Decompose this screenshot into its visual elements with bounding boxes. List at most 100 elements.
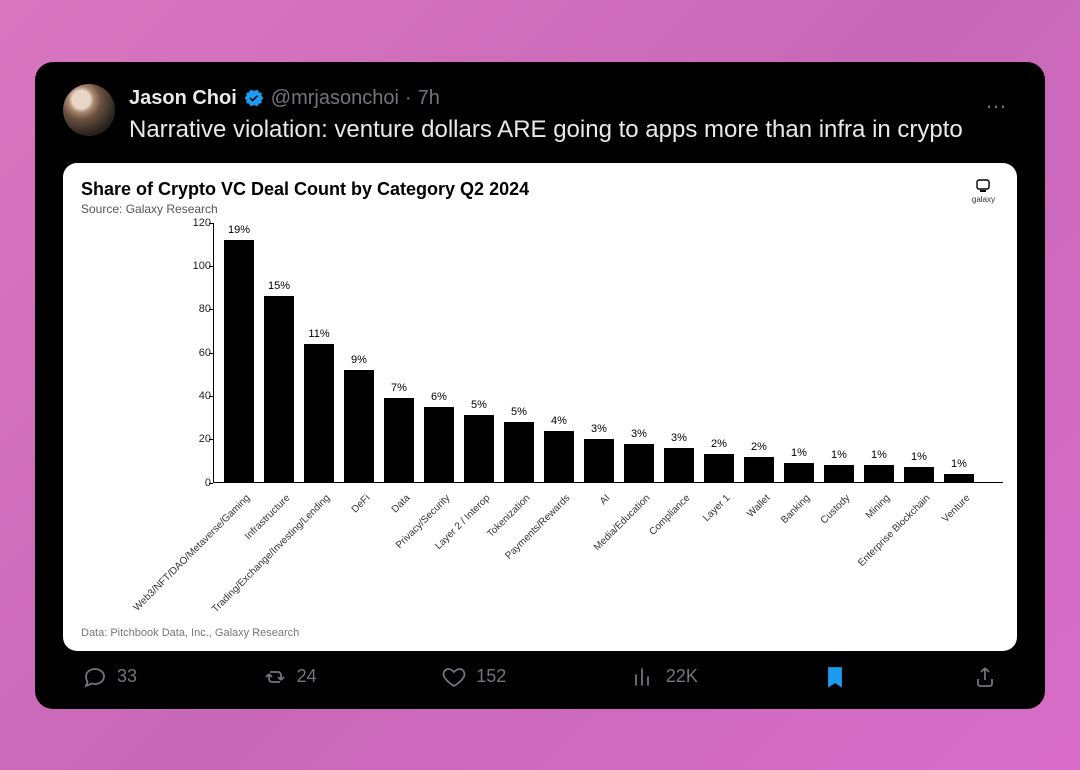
bar [504,422,534,483]
bar-pct-label: 5% [511,406,527,418]
share-button[interactable] [973,665,997,689]
bar [424,407,454,483]
bar-pct-label: 1% [951,458,967,470]
y-tick-mark [209,396,213,397]
chart-plot: 020406080100120 19%Web3/NFT/DAO/Metavers… [213,223,1003,483]
chart-card: Share of Crypto VC Deal Count by Categor… [63,163,1017,651]
chart-subtitle: Source: Galaxy Research [81,202,999,216]
y-tick-mark [209,353,213,354]
bar [224,240,254,483]
retweet-icon [263,665,287,689]
chart-footnote: Data: Pitchbook Data, Inc., Galaxy Resea… [81,627,299,639]
views-icon [632,665,656,689]
handle[interactable]: @mrjasonchoi [271,86,399,110]
bar [624,444,654,483]
bookmark-icon [823,665,847,689]
bar-slot: 3%Media/Education [619,223,659,483]
bar-category-label: Mining [864,492,893,521]
y-tick-label: 120 [177,217,211,229]
y-tick-mark [209,223,213,224]
bar-category-label: AI [598,492,612,506]
avatar[interactable] [63,84,115,136]
bar-slot: 1%Mining [859,223,899,483]
bar-slot: 11%Trading/Exchange/Investing/Lending [299,223,339,483]
action-bar: 33 24 152 22K [63,651,1017,691]
y-tick-label: 20 [177,433,211,445]
bar-slot: 1%Enterprise Blockchain [899,223,939,483]
y-tick-label: 80 [177,303,211,315]
bars-container: 19%Web3/NFT/DAO/Metaverse/Gaming15%Infra… [213,223,1003,483]
bar [264,296,294,482]
display-name[interactable]: Jason Choi [129,86,237,110]
bar-slot: 19%Web3/NFT/DAO/Metaverse/Gaming [219,223,259,483]
view-count: 22K [666,666,698,687]
bar-pct-label: 1% [911,451,927,463]
reply-button[interactable]: 33 [83,665,137,689]
bar [824,465,854,482]
bar-category-label: Enterprise Blockchain [856,492,932,568]
bar-slot: 7%Data [379,223,419,483]
bar-category-label: Custody [819,492,853,526]
bar-slot: 5%Tokenization [499,223,539,483]
bookmark-button[interactable] [823,665,847,689]
bar [944,474,974,483]
separator-dot: · [405,86,412,110]
bar [704,454,734,482]
bar [904,467,934,482]
galaxy-logo-text: galaxy [972,195,995,204]
bar [304,344,334,483]
tweet-text: Narrative violation: venture dollars ARE… [129,114,963,145]
bar-pct-label: 5% [471,399,487,411]
y-tick-label: 60 [177,347,211,359]
like-button[interactable]: 152 [442,665,506,689]
bar-category-label: Venture [940,492,972,524]
bar [384,398,414,483]
bar-pct-label: 6% [431,391,447,403]
bar-category-label: Compliance [647,492,692,537]
y-tick-mark [209,309,213,310]
bar-slot: 3%Compliance [659,223,699,483]
bar-slot: 1%Venture [939,223,979,483]
name-line: Jason Choi @mrjasonchoi · 7h [129,86,963,110]
galaxy-logo: galaxy [972,179,995,204]
bar-pct-label: 15% [268,280,290,292]
bar-pct-label: 2% [751,441,767,453]
bar-pct-label: 1% [831,449,847,461]
like-icon [442,665,466,689]
tweet-card: Jason Choi @mrjasonchoi · 7h Narrative v… [35,62,1045,709]
bar-slot: 3%AI [579,223,619,483]
bar-category-label: Data [390,492,413,515]
bar-slot: 2%Wallet [739,223,779,483]
bar [784,463,814,483]
y-tick-mark [209,439,213,440]
reply-count: 33 [117,666,137,687]
bar [744,457,774,483]
bar-pct-label: 1% [871,449,887,461]
bar [464,415,494,482]
bar-pct-label: 3% [671,432,687,444]
bar-slot: 1%Banking [779,223,819,483]
bar [664,448,694,483]
retweet-count: 24 [297,666,317,687]
more-button[interactable]: … [977,84,1017,118]
bar-slot: 6%Privacy/Security [419,223,459,483]
bar-slot: 5%Layer 2 / Interop [459,223,499,483]
bar [544,431,574,483]
y-tick-label: 100 [177,260,211,272]
timestamp[interactable]: 7h [418,86,440,110]
bar-pct-label: 3% [591,423,607,435]
bar-slot: 9%DeFi [339,223,379,483]
bar-category-label: Wallet [745,492,772,519]
share-icon [973,665,997,689]
bar-pct-label: 4% [551,415,567,427]
bar-slot: 15%Infrastructure [259,223,299,483]
y-tick-mark [209,266,213,267]
tweet-header-text: Jason Choi @mrjasonchoi · 7h Narrative v… [129,84,963,145]
y-tick-label: 40 [177,390,211,402]
y-tick-mark [209,483,213,484]
bar-pct-label: 3% [631,428,647,440]
bar-pct-label: 9% [351,354,367,366]
bar-slot: 1%Custody [819,223,859,483]
retweet-button[interactable]: 24 [263,665,317,689]
views-button[interactable]: 22K [632,665,698,689]
